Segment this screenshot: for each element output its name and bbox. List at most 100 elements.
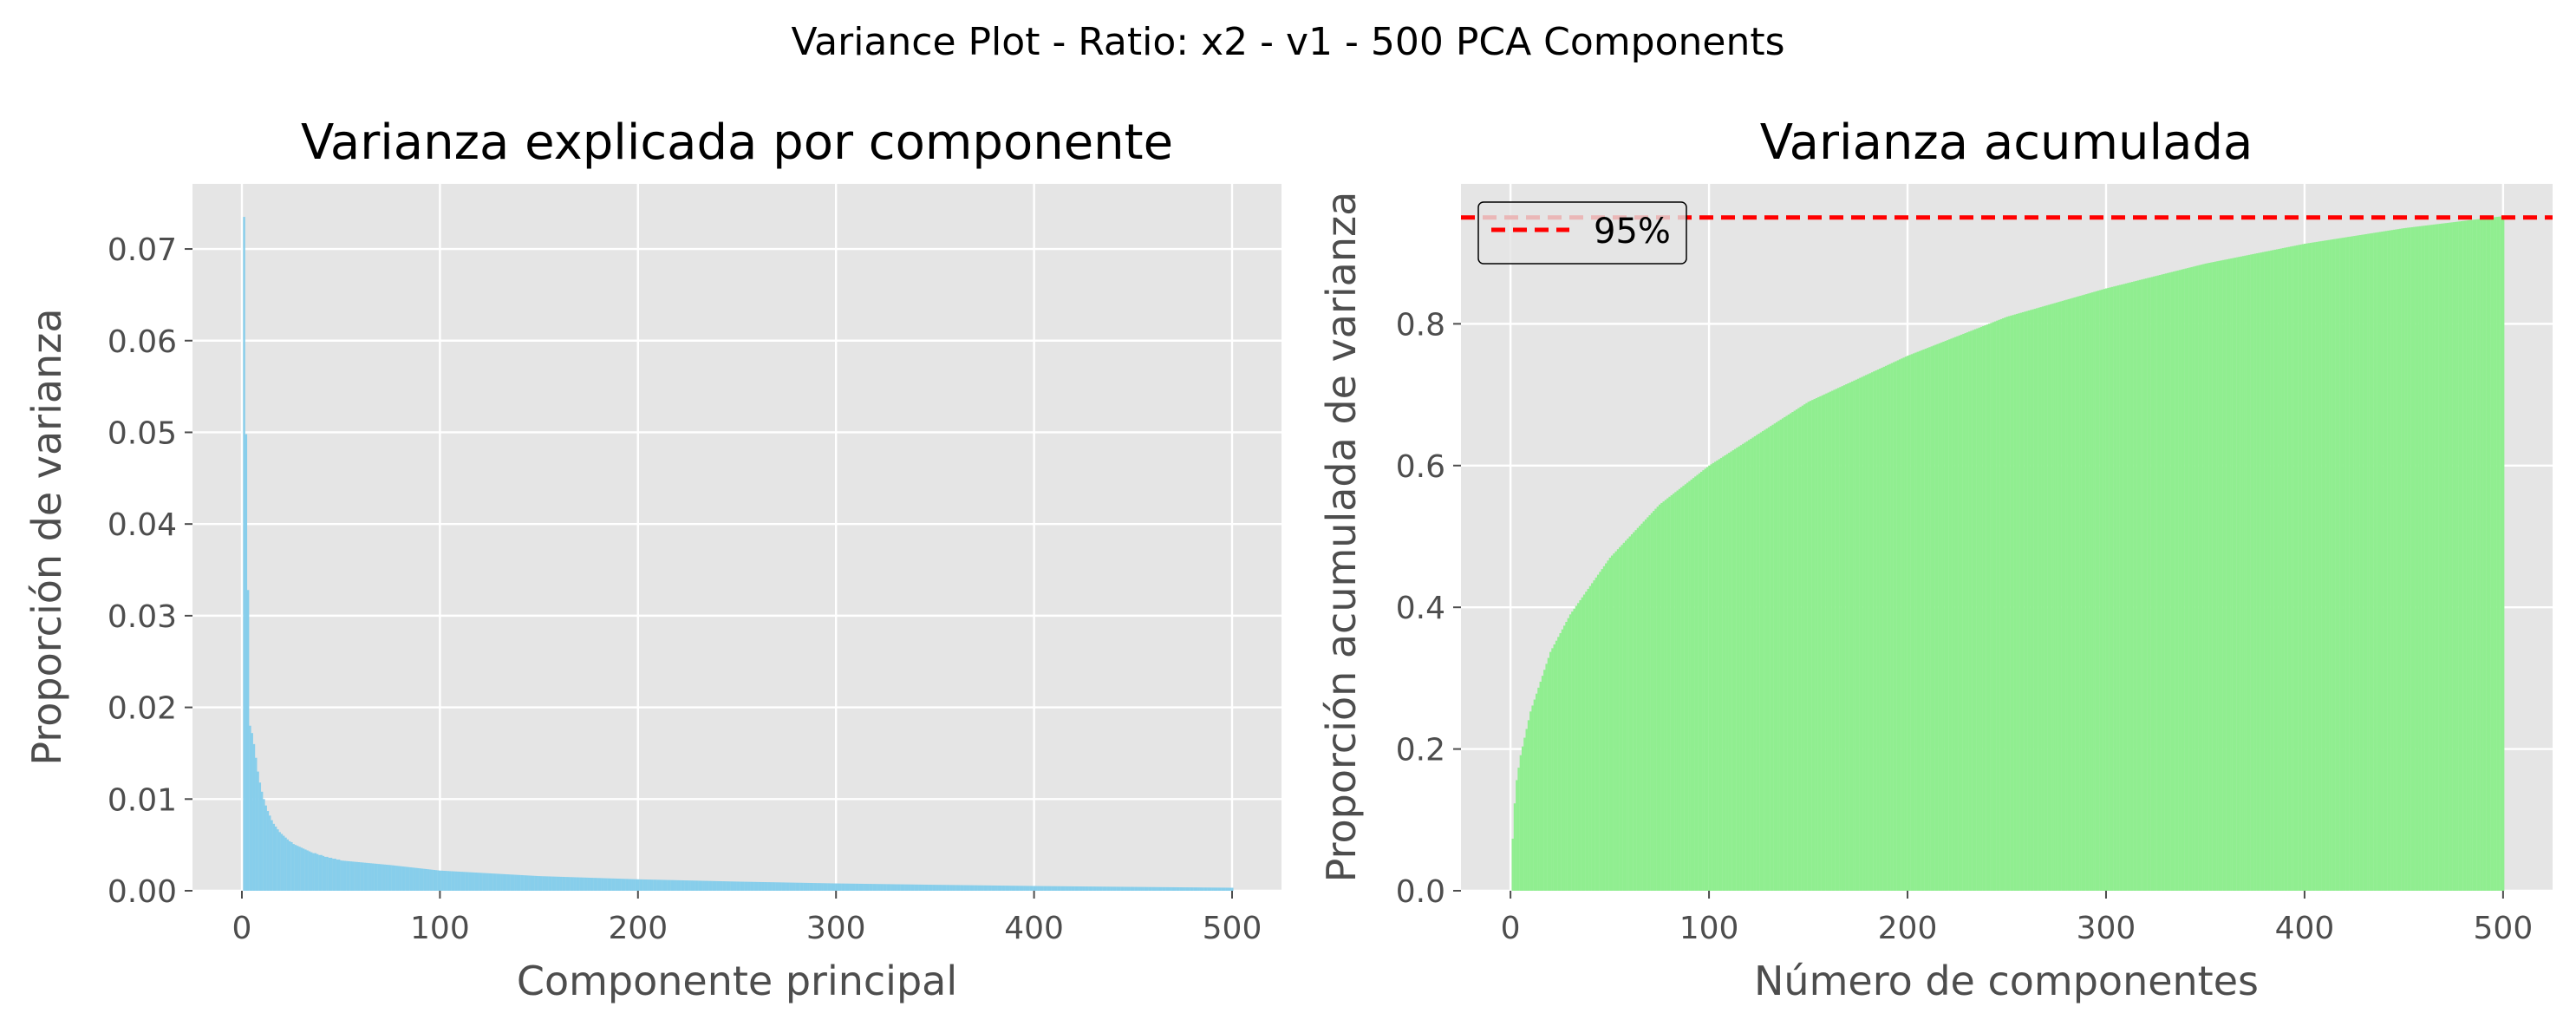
bar xyxy=(2019,312,2023,891)
bar xyxy=(2224,259,2227,891)
bar xyxy=(1205,887,1208,891)
bar xyxy=(1979,326,1983,891)
bar xyxy=(1759,432,1763,891)
bar xyxy=(2004,317,2006,891)
bar xyxy=(346,860,349,891)
bar xyxy=(522,875,525,891)
bar xyxy=(1047,886,1050,891)
bar xyxy=(659,879,662,891)
bar xyxy=(801,882,804,891)
bar xyxy=(906,884,909,891)
bar xyxy=(1934,344,1937,891)
bar xyxy=(465,872,467,891)
bar xyxy=(2107,287,2110,891)
cumulative-variance-chart: 0 100 200 300 400 500 0.0 0.2 0.4 0.6 0.8 Varianz… xyxy=(1318,114,2553,1004)
bar xyxy=(1940,342,1943,891)
bar xyxy=(2073,297,2076,891)
bar xyxy=(2429,225,2431,891)
bar xyxy=(1658,504,1661,891)
bar xyxy=(730,881,733,891)
bar xyxy=(545,876,549,891)
bar xyxy=(2083,294,2086,892)
bar xyxy=(1068,886,1072,891)
bar xyxy=(2424,226,2428,892)
bar xyxy=(310,852,313,891)
bar xyxy=(494,873,497,891)
y-tick-label: 0.06 xyxy=(108,324,177,360)
bar xyxy=(2055,302,2058,892)
bar xyxy=(2016,313,2018,891)
bar xyxy=(1672,494,1675,891)
bar xyxy=(565,877,569,891)
bar xyxy=(548,876,551,891)
bar xyxy=(851,883,853,891)
bar xyxy=(613,878,616,891)
figure-suptitle: Variance Plot - Ratio: x2 - v1 - 500 PCA… xyxy=(791,20,1784,64)
bar xyxy=(1756,435,1758,891)
bar xyxy=(2304,244,2306,891)
bar xyxy=(698,880,701,891)
bar xyxy=(246,590,250,891)
bar xyxy=(2025,311,2028,891)
bar xyxy=(2339,238,2342,892)
bar xyxy=(926,885,929,891)
bar xyxy=(1831,390,1834,891)
bar xyxy=(457,871,460,891)
bar xyxy=(2194,265,2197,891)
bar xyxy=(2144,278,2148,891)
bar xyxy=(1085,886,1087,891)
bar xyxy=(1177,886,1180,891)
bar xyxy=(1610,555,1614,891)
bar xyxy=(2200,265,2203,891)
bar xyxy=(1145,886,1149,891)
bar xyxy=(1908,355,1911,891)
bar xyxy=(892,884,895,891)
x-tick-label: 200 xyxy=(1878,911,1938,946)
bar xyxy=(2293,245,2296,891)
bar xyxy=(1144,886,1147,891)
bar xyxy=(564,877,566,891)
x-tick-label: 500 xyxy=(2474,911,2534,946)
bar xyxy=(1118,886,1121,891)
bar xyxy=(1521,746,1524,891)
bar xyxy=(1960,334,1963,891)
bar xyxy=(2244,255,2247,891)
bar xyxy=(653,879,655,891)
bar xyxy=(1882,366,1886,892)
bar xyxy=(2063,300,2066,891)
bar xyxy=(1839,387,1842,892)
bar xyxy=(1791,412,1794,892)
bar xyxy=(1973,329,1977,891)
bar xyxy=(320,854,323,891)
bar xyxy=(271,820,273,891)
bar xyxy=(1171,886,1175,891)
bar xyxy=(2321,240,2325,891)
bar xyxy=(1217,887,1220,891)
bar xyxy=(1797,408,1800,891)
bar xyxy=(1842,385,1846,891)
bar xyxy=(860,883,864,891)
bar xyxy=(480,873,483,891)
bar xyxy=(440,870,444,891)
bar xyxy=(2299,244,2302,891)
bar xyxy=(1640,523,1643,891)
bar xyxy=(1551,648,1554,891)
bar xyxy=(2216,261,2219,892)
bar xyxy=(991,885,995,891)
bar xyxy=(2333,239,2336,892)
bar xyxy=(1051,886,1053,891)
bar xyxy=(2418,226,2422,892)
bar xyxy=(2236,257,2239,892)
bar xyxy=(750,881,753,891)
left-grid xyxy=(192,184,1281,892)
bar xyxy=(2242,256,2245,891)
bar xyxy=(278,832,281,891)
bar xyxy=(726,881,729,891)
bar xyxy=(1930,346,1934,891)
bar xyxy=(312,853,315,891)
bar xyxy=(863,883,865,891)
bar xyxy=(1034,886,1038,891)
bar xyxy=(2214,261,2217,891)
bar xyxy=(1053,886,1055,891)
right-y-axis-label: Proporción acumulada de varianza xyxy=(1318,192,1365,883)
